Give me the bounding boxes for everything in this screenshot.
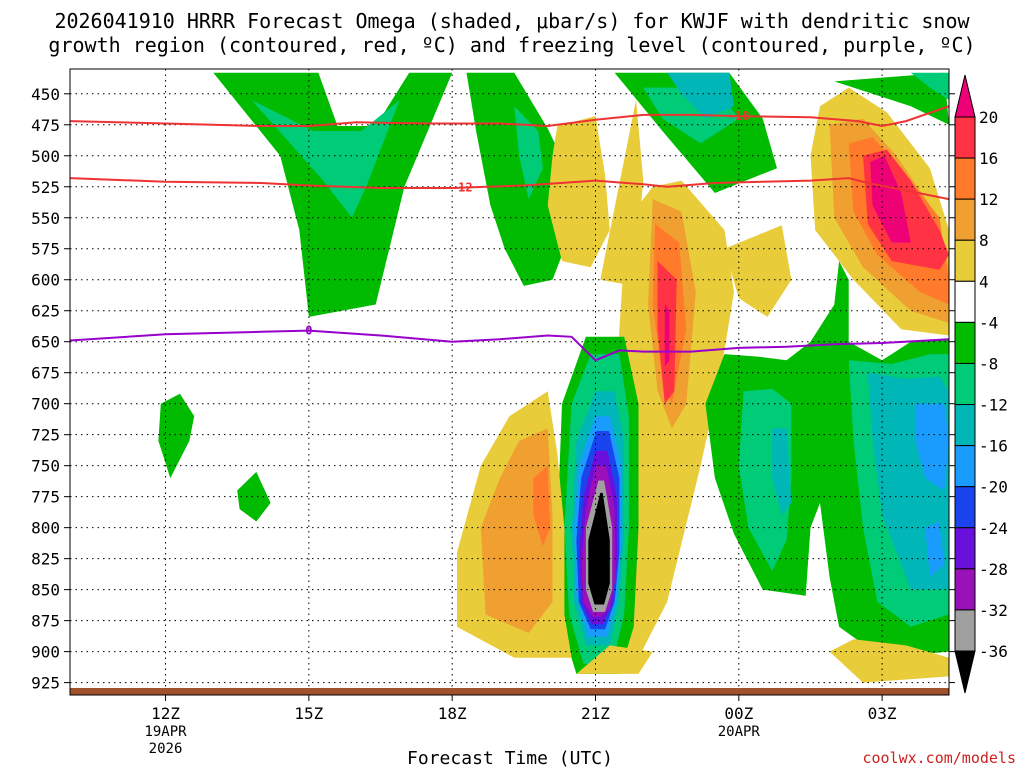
ytick-label-800: 800 bbox=[31, 519, 60, 538]
colorbar-label--12: -12 bbox=[979, 396, 1008, 415]
plot-area: -18 -12 0 bbox=[70, 69, 949, 695]
colorbar-label-4: 4 bbox=[979, 272, 989, 291]
colorbar-bin--12-to--16 bbox=[954, 404, 976, 447]
colorbar-label--20: -20 bbox=[979, 478, 1008, 497]
dgz-contour--18 bbox=[70, 105, 949, 128]
colorbar-label--8: -8 bbox=[979, 354, 998, 373]
colorbar-bin-4-to--4 bbox=[954, 280, 976, 323]
colorbar-bottom-arrow bbox=[954, 650, 976, 694]
x-axis-label: Forecast Time (UTC) bbox=[407, 748, 613, 768]
colorbar-bin--4-to--8 bbox=[954, 321, 976, 364]
freezing-level-contour bbox=[70, 329, 949, 362]
pressure-axis-ticks: 450 475 500 525 550 575 600 625 650 675 700 725 750 7… bbox=[31, 85, 955, 693]
xtick-label-03Z: 03Z bbox=[868, 704, 897, 723]
colorbar-bin-12-to-8 bbox=[954, 198, 976, 241]
xtick-date-00Z: 20APR bbox=[718, 724, 761, 740]
colorbar-label--24: -24 bbox=[979, 519, 1008, 538]
colorbar-bin--20-to--24 bbox=[954, 486, 976, 529]
omega-region-44 bbox=[237, 471, 271, 522]
model-credit: coolwx.com/models bbox=[862, 749, 1016, 767]
colorbar-bin--24-to--28 bbox=[954, 527, 976, 570]
ytick-label-825: 825 bbox=[31, 550, 60, 569]
omega-region-34 bbox=[576, 645, 653, 674]
omega-region-33 bbox=[533, 465, 551, 547]
colorbar-label--16: -16 bbox=[979, 437, 1008, 456]
colorbar-bin--16-to--20 bbox=[954, 445, 976, 488]
ytick-label-875: 875 bbox=[31, 612, 60, 631]
omega-region-30 bbox=[588, 492, 610, 605]
colorbar-bin-8-to-4 bbox=[954, 239, 976, 282]
colorbar-bin--28-to--32 bbox=[954, 568, 976, 611]
ytick-label-600: 600 bbox=[31, 271, 60, 290]
omega-region-13 bbox=[664, 304, 670, 367]
colorbar-label-20: 20 bbox=[979, 108, 998, 127]
colorbar-bin-16-to-12 bbox=[954, 157, 976, 200]
ytick-label-500: 500 bbox=[31, 147, 60, 166]
omega-region-4 bbox=[547, 116, 610, 268]
ytick-label-925: 925 bbox=[31, 674, 60, 693]
colorbar-label-8: 8 bbox=[979, 231, 989, 250]
plot-frame bbox=[69, 68, 950, 696]
colorbar-label--28: -28 bbox=[979, 560, 1008, 579]
omega-region-20 bbox=[834, 72, 949, 125]
xtick-label-18Z: 18Z bbox=[438, 704, 467, 723]
colorbar-label--4: -4 bbox=[979, 313, 998, 332]
colorbar-label-12: 12 bbox=[979, 190, 998, 209]
dgz-contour--12 bbox=[70, 177, 949, 201]
omega-region-19 bbox=[870, 155, 911, 243]
xtick-label-15Z: 15Z bbox=[294, 704, 323, 723]
ytick-label-900: 900 bbox=[31, 643, 60, 662]
omega-region-3 bbox=[514, 106, 543, 200]
colorbar-bin-20-to-16 bbox=[954, 116, 976, 159]
colorbar-bin--8-to--12 bbox=[954, 362, 976, 406]
ytick-label-850: 850 bbox=[31, 581, 60, 600]
chart-title-line-2: growth region (contoured, red, ºC) and f… bbox=[48, 33, 975, 57]
xtick-label-12Z: 12Z bbox=[151, 704, 180, 723]
xtick-label-21Z: 21Z bbox=[581, 704, 610, 723]
ytick-label-450: 450 bbox=[31, 85, 60, 104]
colorbar-bin--32-to--36 bbox=[954, 609, 976, 652]
ytick-label-625: 625 bbox=[31, 302, 60, 321]
dgz-label-minus12: -12 bbox=[451, 181, 473, 195]
ytick-label-750: 750 bbox=[31, 457, 60, 476]
xtick-year-12Z: 2026 bbox=[149, 741, 183, 757]
ytick-label-525: 525 bbox=[31, 178, 60, 197]
omega-region-39 bbox=[915, 403, 949, 491]
omega-region-40 bbox=[925, 521, 945, 578]
terrain-ground-bar bbox=[70, 688, 949, 695]
omega-region-42 bbox=[829, 639, 949, 683]
freezing-level-label: 0 bbox=[305, 324, 312, 338]
omega-region-41 bbox=[772, 428, 792, 516]
xtick-label-00Z: 00Z bbox=[724, 704, 753, 723]
ytick-label-725: 725 bbox=[31, 426, 60, 445]
colorbar-label--36: -36 bbox=[979, 642, 1008, 661]
ytick-label-550: 550 bbox=[31, 209, 60, 228]
omega-region-21 bbox=[910, 72, 949, 100]
omega-shaded-regions bbox=[158, 72, 949, 683]
ytick-label-675: 675 bbox=[31, 364, 60, 383]
ytick-label-700: 700 bbox=[31, 395, 60, 414]
omega-region-43 bbox=[158, 393, 195, 479]
ytick-label-775: 775 bbox=[31, 488, 60, 507]
omega-region-8 bbox=[667, 72, 734, 119]
ytick-label-650: 650 bbox=[31, 333, 60, 352]
omega-colorbar: 20 16 12 8 4 -4 -8 -12 -16 -20 -24 -28 -32 -36 bbox=[954, 74, 1008, 694]
omega-region-0 bbox=[213, 72, 453, 317]
temperature-contours: -18 -12 0 bbox=[70, 105, 949, 362]
ytick-label-475: 475 bbox=[31, 116, 60, 135]
ytick-label-575: 575 bbox=[31, 240, 60, 259]
colorbar-label-16: 16 bbox=[979, 149, 998, 168]
omega-region-14 bbox=[724, 225, 792, 317]
chart-title-line-1: 2026041910 HRRR Forecast Omega (shaded, … bbox=[54, 9, 970, 33]
colorbar-label--32: -32 bbox=[979, 601, 1008, 620]
dotted-gridlines bbox=[70, 69, 949, 695]
dgz-label-minus18: -18 bbox=[728, 109, 750, 123]
xtick-date-12Z: 19APR bbox=[144, 724, 187, 740]
